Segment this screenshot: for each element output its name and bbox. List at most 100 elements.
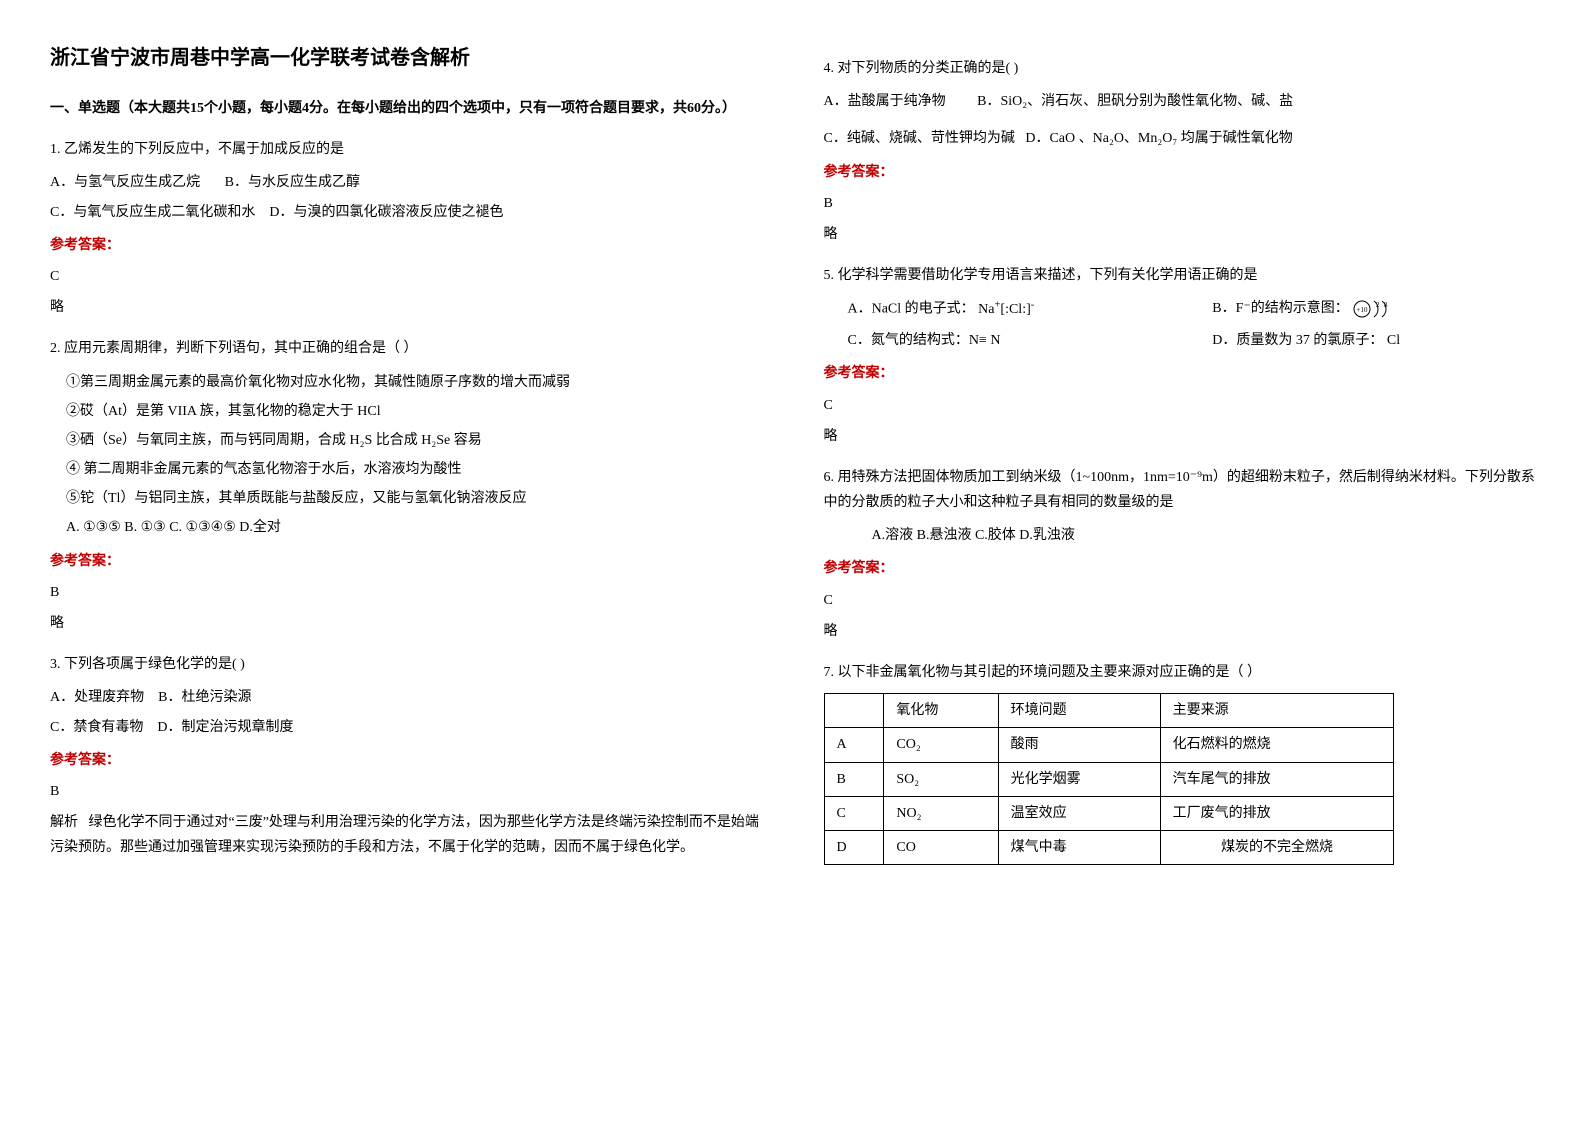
q1-opt-d: D．与溴的四氯化碳溶液反应使之褪色 xyxy=(269,205,503,220)
q1-options-cd: C．与氧气反应生成二氧化碳和水 D．与溴的四氯化碳溶液反应使之褪色 xyxy=(50,200,764,225)
explanation-label: 解析 xyxy=(50,815,78,830)
q2-s2: ②砹（At）是第 VIIA 族，其氢化物的稳定大于 HCl xyxy=(66,399,764,424)
q4-options-cd: C．纯碱、烧碱、苛性钾均为碱 D．CaO 、Na₂O、Mn₂O₇ 均属于碱性氧化… xyxy=(824,126,1538,151)
q1-options-ab: A．与氢气反应生成乙烷 B．与水反应生成乙醇 xyxy=(50,170,764,195)
q5-opt-b: B．F⁻的结构示意图： +10 2 8 xyxy=(1212,296,1537,322)
q7-r0-c3: 化石燃料的燃烧 xyxy=(1160,728,1394,762)
q3-explanation-text: 绿色化学不同于通过对“三废”处理与利用治理污染的化学方法，因为那些化学方法是终端… xyxy=(50,815,759,855)
table-row: B SO₂ 光化学烟雾 汽车尾气的排放 xyxy=(824,762,1394,796)
q4-answer: B xyxy=(824,191,1538,216)
q5-answer-label: 参考答案： xyxy=(824,361,1538,386)
question-6: 6. 用特殊方法把固体物质加工到纳米级（1~100nm，1nm=10⁻⁹m）的超… xyxy=(824,465,1538,644)
q2-opts: A. ①③⑤ B. ①③ C. ①③④⑤ D.全对 xyxy=(66,515,764,540)
q5-opt-b-text: B．F⁻的结构示意图： xyxy=(1212,301,1349,316)
q1-opt-c: C．与氧气反应生成二氧化碳和水 xyxy=(50,205,255,220)
q1-answer: C xyxy=(50,264,764,289)
q7-r1-c0: B xyxy=(824,762,884,796)
q7-r3-c0: D xyxy=(824,830,884,864)
question-4: 4. 对下列物质的分类正确的是( ) A．盐酸属于纯净物 B．SiO₂、消石灰、… xyxy=(824,56,1538,247)
q2-s3: ③硒（Se）与氧同主族，而与钙同周期，合成 H₂S 比合成 H₂Se 容易 xyxy=(66,428,764,453)
q1-answer-label: 参考答案： xyxy=(50,233,764,258)
svg-text:+10: +10 xyxy=(1357,306,1368,314)
q5-lue: 略 xyxy=(824,424,1538,449)
question-5: 5. 化学科学需要借助化学专用语言来描述，下列有关化学用语正确的是 A．NaCl… xyxy=(824,263,1538,449)
q7-r2-c0: C xyxy=(824,796,884,830)
q2-text: 2. 应用元素周期律，判断下列语句，其中正确的组合是（ ） xyxy=(50,336,764,361)
q7-r0-c2: 酸雨 xyxy=(998,728,1160,762)
question-2: 2. 应用元素周期律，判断下列语句，其中正确的组合是（ ） ①第三周期金属元素的… xyxy=(50,336,764,636)
q4-text: 4. 对下列物质的分类正确的是( ) xyxy=(824,56,1538,81)
question-1: 1. 乙烯发生的下列反应中，不属于加成反应的是 A．与氢气反应生成乙烷 B．与水… xyxy=(50,137,764,320)
q7-r1-c3: 汽车尾气的排放 xyxy=(1160,762,1394,796)
question-3: 3. 下列各项属于绿色化学的是( ) A．处理废弃物 B．杜绝污染源 C．禁食有… xyxy=(50,652,764,860)
lewis-structure-icon: Na+[:Cl:]- xyxy=(978,302,1034,317)
q3-opt-c: C．禁食有毒物 xyxy=(50,720,143,735)
question-7: 7. 以下非金属氧化物与其引起的环境问题及主要来源对应正确的是（ ） 氧化物 环… xyxy=(824,660,1538,865)
q3-text: 3. 下列各项属于绿色化学的是( ) xyxy=(50,652,764,677)
q6-answer: C xyxy=(824,588,1538,613)
q3-options-cd: C．禁食有毒物 D．制定治污规章制度 xyxy=(50,715,764,740)
q6-answer-label: 参考答案： xyxy=(824,556,1538,581)
q7-r3-c2: 煤气中毒 xyxy=(998,830,1160,864)
q3-options-ab: A．处理废弃物 B．杜绝污染源 xyxy=(50,685,764,710)
q1-opt-b: B．与水反应生成乙醇 xyxy=(225,175,360,190)
q2-s1: ①第三周期金属元素的最高价氧化物对应水化物，其碱性随原子序数的增大而减弱 xyxy=(66,370,764,395)
table-header-row: 氧化物 环境问题 主要来源 xyxy=(824,694,1394,728)
table-row: C NO₂ 温室效应 工厂废气的排放 xyxy=(824,796,1394,830)
table-row: D CO 煤气中毒 煤炭的不完全燃烧 xyxy=(824,830,1394,864)
q4-answer-label: 参考答案： xyxy=(824,160,1538,185)
q7-r2-c1: NO₂ xyxy=(884,796,998,830)
q6-lue: 略 xyxy=(824,619,1538,644)
q2-s5: ⑤铊（Tl）与铝同主族，其单质既能与盐酸反应，又能与氢氧化钠溶液反应 xyxy=(66,486,764,511)
q7-r3-c3: 煤炭的不完全燃烧 xyxy=(1160,830,1394,864)
q4-opt-c: C．纯碱、烧碱、苛性钾均为碱 xyxy=(824,131,1015,146)
q2-answer: B xyxy=(50,580,764,605)
q7-r3-c1: CO xyxy=(884,830,998,864)
q4-options-ab: A．盐酸属于纯净物 B．SiO₂、消石灰、胆矾分别为酸性氧化物、碱、盐 xyxy=(824,89,1538,114)
section-header: 一、单选题（本大题共15个小题，每小题4分。在每小题给出的四个选项中，只有一项符… xyxy=(50,96,764,121)
q1-lue: 略 xyxy=(50,295,764,320)
q7-table: 氧化物 环境问题 主要来源 A CO₂ 酸雨 化石燃料的燃烧 B SO₂ 光化学… xyxy=(824,693,1395,865)
left-column: 浙江省宁波市周巷中学高一化学联考试卷含解析 一、单选题（本大题共15个小题，每小… xyxy=(50,40,764,873)
q3-opt-d: D．制定治污规章制度 xyxy=(157,720,293,735)
q3-answer: B xyxy=(50,779,764,804)
q6-text: 6. 用特殊方法把固体物质加工到纳米级（1~100nm，1nm=10⁻⁹m）的超… xyxy=(824,465,1538,515)
q7-th-1: 氧化物 xyxy=(884,694,998,728)
q4-opt-d: D．CaO 、Na₂O、Mn₂O₇ 均属于碱性氧化物 xyxy=(1025,131,1292,146)
q5-opt-c: C．氮气的结构式：N≡ N xyxy=(848,328,1173,353)
q7-th-0 xyxy=(824,694,884,728)
q7-th-2: 环境问题 xyxy=(998,694,1160,728)
q6-opts: A.溶液 B.悬浊液 C.胶体 D.乳浊液 xyxy=(872,523,1538,548)
q5-opt-a-text: A．NaCl 的电子式： xyxy=(848,302,975,317)
svg-text:2: 2 xyxy=(1376,301,1380,309)
q7-r2-c2: 温室效应 xyxy=(998,796,1160,830)
q4-opt-b: B．SiO₂、消石灰、胆矾分别为酸性氧化物、碱、盐 xyxy=(977,94,1293,109)
q3-opt-b: B．杜绝污染源 xyxy=(158,690,251,705)
q4-lue: 略 xyxy=(824,222,1538,247)
q5-opt-d: D．质量数为 37 的氯原子： Cl xyxy=(1212,328,1537,353)
document-title: 浙江省宁波市周巷中学高一化学联考试卷含解析 xyxy=(50,40,764,76)
q7-r2-c3: 工厂废气的排放 xyxy=(1160,796,1394,830)
q5-opt-a: A．NaCl 的电子式： Na+[:Cl:]- xyxy=(848,296,1173,322)
q5-text: 5. 化学科学需要借助化学专用语言来描述，下列有关化学用语正确的是 xyxy=(824,263,1538,288)
q3-opt-a: A．处理废弃物 xyxy=(50,690,144,705)
q7-r1-c1: SO₂ xyxy=(884,762,998,796)
q7-r0-c0: A xyxy=(824,728,884,762)
q7-th-3: 主要来源 xyxy=(1160,694,1394,728)
q7-r1-c2: 光化学烟雾 xyxy=(998,762,1160,796)
table-row: A CO₂ 酸雨 化石燃料的燃烧 xyxy=(824,728,1394,762)
q7-text: 7. 以下非金属氧化物与其引起的环境问题及主要来源对应正确的是（ ） xyxy=(824,660,1538,685)
q1-text: 1. 乙烯发生的下列反应中，不属于加成反应的是 xyxy=(50,137,764,162)
q2-lue: 略 xyxy=(50,611,764,636)
svg-text:8: 8 xyxy=(1384,301,1388,309)
q3-explanation: 解析 绿色化学不同于通过对“三废”处理与利用治理污染的化学方法，因为那些化学方法… xyxy=(50,810,764,860)
q7-r0-c1: CO₂ xyxy=(884,728,998,762)
q1-opt-a: A．与氢气反应生成乙烷 xyxy=(50,175,200,190)
q2-answer-label: 参考答案： xyxy=(50,549,764,574)
right-column: 4. 对下列物质的分类正确的是( ) A．盐酸属于纯净物 B．SiO₂、消石灰、… xyxy=(824,40,1538,873)
q2-s4: ④ 第二周期非金属元素的气态氢化物溶于水后，水溶液均为酸性 xyxy=(66,457,764,482)
q4-opt-a: A．盐酸属于纯净物 xyxy=(824,94,946,109)
q5-answer: C xyxy=(824,393,1538,418)
q3-answer-label: 参考答案： xyxy=(50,748,764,773)
atomic-structure-icon: +10 2 8 xyxy=(1352,297,1392,321)
